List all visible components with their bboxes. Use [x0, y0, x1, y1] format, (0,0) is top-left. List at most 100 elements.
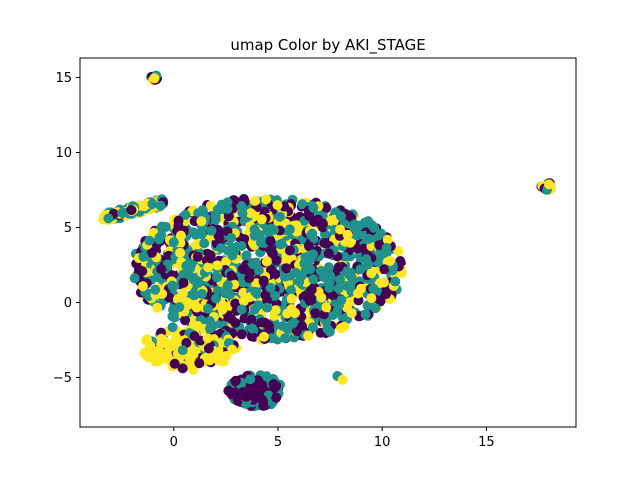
scatter-point	[137, 266, 148, 277]
y-tick-label: 10	[55, 146, 72, 161]
scatter-point	[178, 277, 189, 288]
scatter-point	[205, 250, 216, 261]
scatter-point	[245, 374, 256, 385]
scatter-point	[544, 179, 554, 190]
scatter-point	[261, 256, 272, 267]
scatter-point	[363, 259, 374, 270]
scatter-point	[154, 234, 165, 245]
scatter-point	[232, 395, 243, 406]
scatter-point	[249, 224, 260, 235]
scatter-point	[379, 264, 390, 275]
scatter-point	[368, 283, 379, 294]
scatter-point	[274, 211, 285, 222]
scatter-point	[366, 268, 377, 279]
axes-frame	[79, 57, 577, 428]
y-tick-label: 5	[64, 221, 72, 236]
scatter-point	[156, 264, 167, 274]
scatter-point	[129, 273, 140, 284]
scatter-point	[257, 395, 268, 405]
scatter-point	[188, 227, 199, 238]
scatter-point	[168, 310, 179, 321]
scatter-point	[335, 224, 346, 235]
scatter-point	[212, 272, 222, 283]
scatter-point	[310, 308, 321, 319]
scatter-point	[173, 215, 184, 226]
scatter-point	[272, 200, 283, 211]
scatter-point	[220, 288, 231, 299]
scatter-point	[180, 315, 190, 326]
scatter-point	[262, 295, 273, 306]
scatter-point	[381, 242, 392, 253]
scatter-point	[150, 284, 161, 295]
scatter-point	[185, 345, 196, 356]
scatter-point	[390, 276, 401, 287]
scatter-point	[206, 225, 217, 236]
scatter-point	[267, 248, 278, 259]
scatter-point	[174, 302, 185, 313]
scatter-point	[265, 236, 276, 247]
scatter-point	[321, 202, 332, 213]
scatter-point	[204, 316, 215, 327]
scatter-point	[171, 332, 182, 343]
chart-title: umap Color by AKI_STAGE	[230, 36, 425, 55]
scatter-point	[344, 211, 355, 222]
scatter-point	[222, 280, 233, 291]
scatter-point	[180, 209, 191, 220]
scatter-point	[315, 266, 326, 276]
scatter-point	[178, 269, 189, 280]
scatter-point	[141, 335, 152, 346]
scatter-point	[284, 245, 295, 256]
scatter-point	[246, 331, 257, 342]
scatter-point	[257, 380, 268, 391]
scatter-point	[282, 308, 293, 319]
scatter-point	[212, 260, 223, 271]
scatter-point	[149, 73, 160, 84]
scatter-point	[286, 293, 297, 304]
scatter-point	[126, 205, 137, 216]
scatter-point	[192, 251, 203, 262]
scatter-point	[342, 229, 353, 240]
scatter-point	[370, 303, 381, 314]
scatter-point	[210, 210, 221, 221]
scatter-point	[332, 306, 343, 317]
scatter-point	[211, 293, 221, 304]
scatter-point	[230, 298, 241, 309]
scatter-point	[262, 302, 273, 313]
scatter-point	[346, 308, 357, 319]
scatter-point	[280, 333, 291, 344]
scatter-point	[144, 235, 155, 246]
scatter-point	[241, 250, 252, 261]
scatter-point	[345, 237, 356, 248]
scatter-point	[375, 278, 385, 288]
scatter-point	[142, 348, 153, 359]
scatter-point	[177, 345, 188, 356]
scatter-point	[308, 202, 319, 213]
scatter-point	[167, 280, 178, 291]
scatter-point	[363, 216, 374, 227]
scatter-point	[236, 241, 247, 251]
scatter-point	[271, 392, 282, 403]
scatter-point	[268, 379, 279, 390]
scatter-point	[181, 260, 192, 271]
scatter-point	[317, 218, 328, 229]
scatter-point	[227, 344, 238, 355]
scatter-point	[169, 358, 180, 369]
x-tick-label: 0	[170, 435, 178, 450]
scatter-point	[193, 208, 204, 219]
scatter-point	[353, 288, 363, 299]
x-tick-label: 10	[374, 435, 391, 450]
scatter-point	[335, 274, 345, 285]
scatter-point	[241, 391, 252, 402]
scatter-point	[221, 256, 231, 267]
scatter-point	[221, 351, 231, 361]
scatter-point	[352, 243, 363, 254]
scatter-point	[308, 249, 319, 260]
scatter-point	[281, 263, 292, 274]
scatter-point	[337, 374, 348, 385]
scatter-point	[246, 314, 257, 325]
scatter-point	[323, 248, 334, 259]
scatter-point	[199, 238, 210, 249]
scatter-point	[287, 318, 298, 329]
scatter-point	[256, 317, 267, 328]
scatter-point	[324, 326, 335, 337]
